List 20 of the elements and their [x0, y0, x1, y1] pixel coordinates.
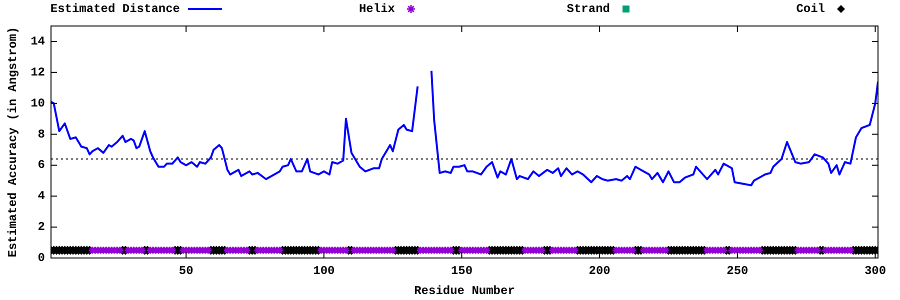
legend-label: Coil [795, 2, 825, 16]
y-tick-label: 0 [38, 251, 45, 266]
y-tick-label: 14 [30, 34, 45, 48]
y-tick-label: 2 [38, 220, 45, 234]
y-axis-title: Estimated Accuracy (in Angstrom) [6, 26, 20, 258]
x-tick-label: 200 [588, 264, 610, 278]
y-tick-label: 6 [38, 158, 45, 172]
x-tick-label: 50 [178, 264, 194, 278]
y-tick-label: 10 [30, 96, 45, 110]
legend-label: Estimated Distance [49, 2, 180, 16]
x-axis-title: Residue Number [414, 284, 515, 298]
x-tick-label: 150 [450, 264, 473, 278]
legend-label: Strand [566, 2, 610, 16]
legend-label: Helix [358, 2, 395, 16]
y-tick-label: 12 [30, 65, 45, 80]
y-tick-label: 8 [38, 127, 45, 142]
x-tick-label: 250 [726, 264, 748, 278]
x-tick-label: 100 [313, 264, 335, 278]
x-tick-label: 300 [864, 264, 886, 278]
y-tick-label: 4 [38, 189, 45, 204]
